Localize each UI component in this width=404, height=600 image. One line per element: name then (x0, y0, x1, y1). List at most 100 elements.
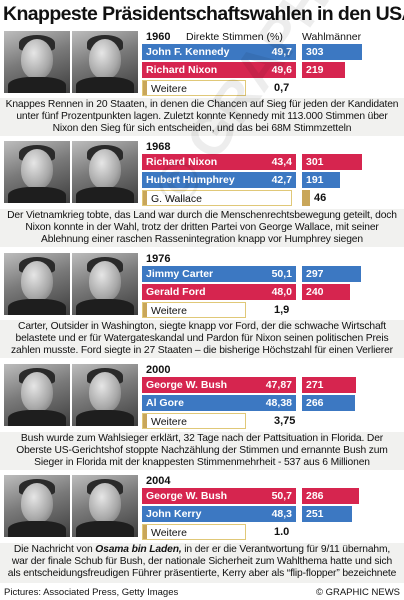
electoral-votes-bar: 271 (302, 377, 356, 393)
candidate-photo (72, 364, 138, 426)
photo-suit (76, 187, 134, 203)
other-label: Weitere (151, 416, 187, 428)
candidate-bar: Richard Nixon 43,4 (142, 154, 296, 170)
electoral-votes-bar: 219 (302, 62, 345, 78)
other-label: Weitere (151, 83, 187, 95)
candidate-photo (4, 364, 70, 426)
candidate-bar: George W. Bush 50,7 (142, 488, 296, 504)
election-year: 2000 (146, 364, 171, 376)
other-marker (143, 303, 147, 317)
election-year: 2004 (146, 475, 171, 487)
election-year: 1968 (146, 141, 171, 153)
vote-percentage: 43,4 (271, 156, 292, 168)
story-text-start: Die Nachricht von (13, 544, 96, 555)
votes-header: Direkte Stimmen (%) (186, 31, 283, 43)
photo-suit (8, 410, 66, 426)
other-percentage: 1.0 (274, 526, 290, 538)
other-label: Weitere (151, 305, 187, 317)
electoral-votes-bar: 297 (302, 266, 361, 282)
candidate-photo (72, 475, 138, 537)
election-2004: 2004 George W. Bush 50,7 286 John Kerry 48,3 2… (0, 472, 404, 584)
electoral-votes-bar: 286 (302, 488, 359, 504)
candidate-name: George W. Bush (146, 379, 228, 391)
photo-face (89, 261, 121, 301)
vote-percentage: 50,1 (271, 268, 292, 280)
photo-face (21, 483, 53, 523)
other-box: G. Wallace (142, 190, 292, 206)
footer: Pictures: Associated Press, Getty Images… (0, 586, 404, 600)
candidate-bar: Al Gore 48,38 (142, 395, 296, 411)
candidate-name: George W. Bush (146, 490, 228, 502)
wallace-electors: 46 (314, 192, 327, 204)
candidate-photo (72, 253, 138, 315)
photo-face (89, 372, 121, 412)
other-marker (143, 525, 147, 539)
other-box: Weitere (142, 80, 246, 96)
candidate-name: Gerald Ford (146, 286, 206, 298)
vote-percentage: 47,87 (265, 379, 292, 391)
other-label: Weitere (151, 527, 187, 539)
candidate-bar: Gerald Ford 48,0 (142, 284, 296, 300)
other-box: Weitere (142, 413, 246, 429)
candidate-photo (4, 141, 70, 203)
electoral-votes-bar: 266 (302, 395, 355, 411)
candidate-name: Hubert Humphrey (146, 174, 235, 186)
photo-face (89, 483, 121, 523)
other-candidates-row: Weitere 3,75 (142, 413, 402, 429)
photo-face (89, 149, 121, 189)
electoral-votes-bar: 251 (302, 506, 352, 522)
other-marker (143, 81, 147, 95)
photo-face (21, 372, 53, 412)
story-emphasis: Osama bin Laden, (95, 544, 182, 555)
electoral-votes-bar: 301 (302, 154, 362, 170)
other-percentage: 0,7 (274, 82, 290, 94)
candidate-bar: George W. Bush 47,87 (142, 377, 296, 393)
candidate-name: Jimmy Carter (146, 268, 214, 280)
election-1960: 1960 Direkte Stimmen (%) Wahlmänner John F.… (0, 28, 404, 136)
other-label: G. Wallace (151, 193, 202, 205)
other-candidates-row: Weitere 1.0 (142, 524, 402, 540)
candidate-name: Richard Nixon (146, 64, 218, 76)
other-candidates-row: G. Wallace13,5 (142, 190, 402, 206)
other-box: Weitere (142, 302, 246, 318)
vote-percentage: 42,7 (271, 174, 292, 186)
candidate-bar: John Kerry 48,3 (142, 506, 296, 522)
vote-percentage: 48,38 (265, 397, 292, 409)
candidate-photo (4, 475, 70, 537)
candidate-photo (4, 31, 70, 93)
election-1976: 1976 Jimmy Carter 50,1 297 Gerald Ford 48,0 24… (0, 250, 404, 360)
other-percentage: 1,9 (274, 304, 290, 316)
page-title: Knappeste Präsidentschaftswahlen in den … (3, 3, 404, 25)
photo-suit (76, 410, 134, 426)
other-percentage: 3,75 (274, 415, 296, 427)
story-text: in der er die Verantwortung für 9/11 übe… (7, 544, 397, 580)
photo-suit (8, 299, 66, 315)
photo-face (89, 39, 121, 79)
candidate-bar: John F. Kennedy 49,7 (142, 44, 296, 60)
other-box: Weitere (142, 524, 246, 540)
candidate-name: John Kerry (146, 508, 202, 520)
electoral-votes-bar: 240 (302, 284, 350, 300)
election-1968: 1968 Richard Nixon 43,4 301 Hubert Humphrey 4… (0, 138, 404, 248)
photo-suit (8, 187, 66, 203)
candidate-bar: Richard Nixon 49,6 (142, 62, 296, 78)
vote-percentage: 50,7 (271, 490, 292, 502)
electoral-votes-bar: 191 (302, 172, 340, 188)
photo-suit (8, 521, 66, 537)
other-marker (143, 414, 147, 428)
candidate-name: Al Gore (146, 397, 184, 409)
candidate-name: John F. Kennedy (146, 46, 230, 58)
election-story: Die Nachricht von Osama bin Laden, in de… (0, 543, 404, 583)
vote-percentage: 49,6 (271, 64, 292, 76)
photo-face (21, 261, 53, 301)
candidate-bar: Jimmy Carter 50,1 (142, 266, 296, 282)
other-marker (143, 191, 147, 205)
photo-suit (8, 77, 66, 93)
election-2000: 2000 George W. Bush 47,87 271 Al Gore 48,38 26… (0, 361, 404, 471)
photo-suit (76, 299, 134, 315)
photo-suit (76, 77, 134, 93)
election-year: 1976 (146, 253, 171, 265)
other-candidates-row: Weitere 1,9 (142, 302, 402, 318)
electoral-votes-bar: 303 (302, 44, 362, 60)
candidate-photo (72, 141, 138, 203)
